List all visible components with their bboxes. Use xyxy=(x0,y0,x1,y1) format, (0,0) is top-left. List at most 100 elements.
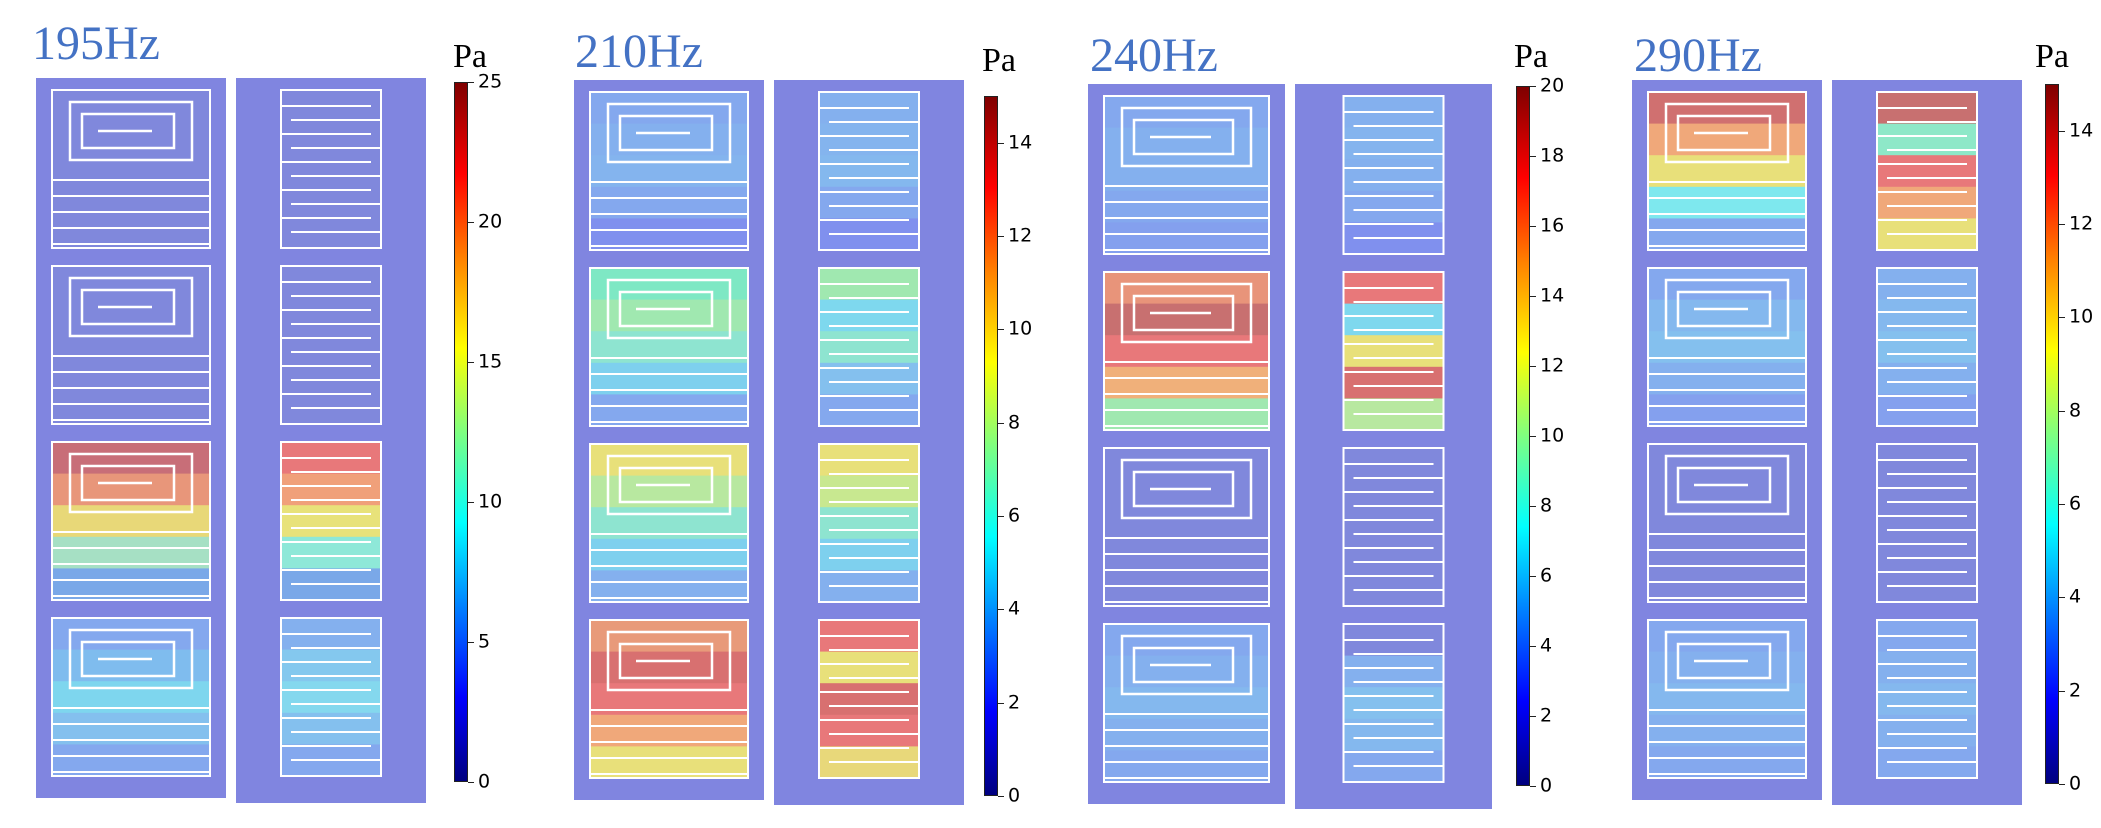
unit-cell-outline xyxy=(589,443,749,603)
colorbar-tick-label: 12 xyxy=(2069,212,2094,235)
unit-cell-outline xyxy=(818,443,920,603)
colorbar-tick xyxy=(2059,597,2065,599)
field-band xyxy=(1877,683,1977,716)
spiral-outer xyxy=(1120,634,1253,696)
field-band xyxy=(1877,155,1977,188)
unit-cell-outline xyxy=(1647,443,1807,603)
colorbar-tick-label: 4 xyxy=(1540,634,1553,657)
colorbar-tick xyxy=(998,236,1004,237)
unit-label-210hz: Pa xyxy=(982,42,1016,79)
unit-cell-outline xyxy=(1647,267,1807,427)
colorbar-240hz xyxy=(1516,86,1530,786)
field-band xyxy=(1648,620,1806,653)
field-band xyxy=(590,92,748,125)
colorbar-tick xyxy=(1530,506,1536,507)
unit-cell-outline xyxy=(818,91,920,251)
spiral-outer xyxy=(68,276,194,338)
unit-cell-outline xyxy=(1876,267,1978,427)
spiral-outer xyxy=(1664,630,1790,692)
unit-cell-outline xyxy=(1342,95,1445,255)
colorbar-tick xyxy=(1530,86,1536,87)
unit-label-290hz: Pa xyxy=(2035,38,2069,75)
colorbar-tick xyxy=(2059,317,2065,319)
unit-cell-outline xyxy=(1876,91,1978,251)
panel-title-210hz: 210Hz xyxy=(575,25,703,78)
colorbar-tick-label: 12 xyxy=(1540,354,1565,377)
colorbar-tick-label: 0 xyxy=(2069,772,2082,795)
colorbar-tick xyxy=(998,516,1004,517)
colorbar-tick xyxy=(1530,436,1536,437)
field-band xyxy=(1343,687,1444,720)
colorbar-tick-label: 4 xyxy=(2069,585,2082,608)
colorbar-tick xyxy=(1530,296,1536,297)
spiral-inner xyxy=(618,290,714,328)
colorbar-tick xyxy=(1530,226,1536,227)
colorbar-tick-label: 12 xyxy=(1008,224,1033,247)
spiral-outer xyxy=(1120,282,1253,344)
panel-title-240hz: 240Hz xyxy=(1090,29,1218,82)
unit-cell-outline xyxy=(1342,447,1445,607)
unit-cell-outline xyxy=(1876,443,1978,603)
field-band xyxy=(1104,448,1269,481)
colorbar-tick-label: 5 xyxy=(478,630,491,653)
colorbar-tick-label: 8 xyxy=(1540,494,1553,517)
field-band xyxy=(1877,331,1977,364)
colorbar-tick xyxy=(998,796,1004,797)
colorbar-tick-label: 6 xyxy=(2069,492,2082,515)
spiral-inner xyxy=(1676,466,1772,504)
colorbar-tick xyxy=(998,329,1004,331)
colorbar-tick xyxy=(468,222,474,223)
field-band xyxy=(281,329,381,362)
colorbar-tick xyxy=(468,362,474,363)
spiral-outer xyxy=(1664,278,1790,340)
colorbar-tick xyxy=(2059,224,2065,225)
panel-title-290hz: 290Hz xyxy=(1634,29,1762,82)
spiral-outer xyxy=(606,454,732,516)
field-band xyxy=(1343,159,1444,192)
field-band xyxy=(1343,511,1444,544)
colorbar-tick-label: 10 xyxy=(1540,424,1565,447)
unit-cell-outline xyxy=(818,267,920,427)
spiral-outer xyxy=(606,278,732,340)
field-band xyxy=(1104,624,1269,657)
colorbar-tick-label: 2 xyxy=(2069,679,2082,702)
field-band xyxy=(1648,268,1806,301)
field-band xyxy=(819,155,919,188)
colorbar-tick-label: 20 xyxy=(1540,74,1565,97)
colorbar-tick xyxy=(2059,690,2065,692)
field-band xyxy=(819,331,919,364)
spiral-inner xyxy=(80,112,176,150)
spiral-outer xyxy=(1120,106,1253,168)
colorbar-tick-label: 15 xyxy=(478,350,503,373)
colorbar-tick xyxy=(998,422,1004,424)
colorbar-tick-label: 16 xyxy=(1540,214,1565,237)
colorbar-tick-label: 14 xyxy=(2069,119,2094,142)
spiral-inner xyxy=(618,642,714,680)
spiral-outer xyxy=(1664,102,1790,164)
spiral-inner xyxy=(80,464,176,502)
colorbar-tick xyxy=(468,642,474,643)
colorbar-tick xyxy=(2059,130,2065,132)
unit-cell-outline xyxy=(280,265,382,425)
colorbar-tick xyxy=(2059,504,2065,505)
unit-cell-outline xyxy=(1647,619,1807,779)
colorbar-tick xyxy=(1530,716,1536,717)
spiral-inner xyxy=(80,288,176,326)
unit-cell-outline xyxy=(1103,95,1270,255)
unit-cell-outline xyxy=(818,619,920,779)
colorbar-tick-label: 14 xyxy=(1540,284,1565,307)
colorbar-tick-label: 8 xyxy=(1008,411,1021,434)
colorbar-tick xyxy=(1530,366,1536,367)
spiral-inner xyxy=(1676,642,1772,680)
field-band xyxy=(1648,92,1806,125)
spiral-outer xyxy=(1120,458,1253,520)
spiral-inner xyxy=(80,640,176,678)
colorbar-tick xyxy=(468,782,474,783)
spiral-inner xyxy=(1132,470,1235,508)
panel-title-195hz: 195Hz xyxy=(32,17,160,70)
field-band xyxy=(281,681,381,714)
unit-cell-outline xyxy=(1103,623,1270,783)
field-band xyxy=(281,153,381,186)
field-band xyxy=(590,268,748,301)
colorbar-tick xyxy=(998,609,1004,611)
